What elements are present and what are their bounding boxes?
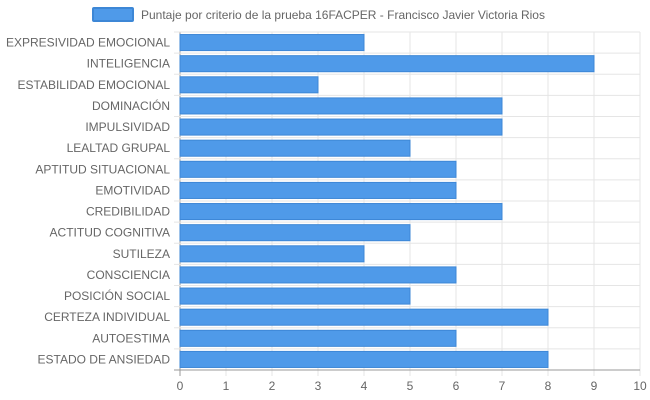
y-tick-label: ESTABILIDAD EMOCIONAL xyxy=(18,78,171,92)
bar-1[interactable] xyxy=(179,34,365,52)
x-tick-label: 0 xyxy=(177,379,184,393)
bar-15[interactable] xyxy=(179,329,457,347)
x-tick-label: 1 xyxy=(223,379,230,393)
x-tick-label: 8 xyxy=(545,379,552,393)
bar-9[interactable] xyxy=(179,203,503,221)
bar-6[interactable] xyxy=(179,139,411,157)
x-tick-label: 9 xyxy=(591,379,598,393)
x-tick-label: 2 xyxy=(269,379,276,393)
bar-12[interactable] xyxy=(179,266,457,284)
bars xyxy=(179,34,595,368)
x-tick-label: 7 xyxy=(499,379,506,393)
y-tick-label: CREDIBILIDAD xyxy=(86,205,170,219)
legend-swatch xyxy=(92,7,134,22)
bar-5[interactable] xyxy=(179,118,503,136)
y-tick-label: IMPULSIVIDAD xyxy=(85,120,170,134)
bar-11[interactable] xyxy=(179,245,365,263)
bar-4[interactable] xyxy=(179,97,503,115)
y-tick-label: POSICIÓN SOCIAL xyxy=(64,288,170,303)
y-tick-label: DOMINACIÓN xyxy=(92,98,170,113)
bar-14[interactable] xyxy=(179,308,549,326)
bar-8[interactable] xyxy=(179,181,457,199)
y-tick-label: SUTILEZA xyxy=(113,247,170,261)
bar-2[interactable] xyxy=(179,55,595,73)
bar-13[interactable] xyxy=(179,287,411,305)
y-tick-label: ACTITUD COGNITIVA xyxy=(50,226,170,240)
bar-7[interactable] xyxy=(179,160,457,178)
x-tick-label: 4 xyxy=(361,379,368,393)
y-tick-label: EXPRESIVIDAD EMOCIONAL xyxy=(6,36,170,50)
x-axis-labels: 0 1 2 3 4 5 6 7 8 9 10 xyxy=(177,379,647,393)
grid-lines xyxy=(174,31,641,376)
legend-label: Puntaje por criterio de la prueba 16FACP… xyxy=(141,8,545,22)
x-tick-label: 6 xyxy=(453,379,460,393)
bar-10[interactable] xyxy=(179,224,411,242)
x-tick-label: 5 xyxy=(407,379,414,393)
legend[interactable]: Puntaje por criterio de la prueba 16FACP… xyxy=(92,7,545,22)
bar-16[interactable] xyxy=(179,350,549,368)
y-tick-label: LEALTAD GRUPAL xyxy=(67,141,171,155)
bar-3[interactable] xyxy=(179,76,319,94)
y-tick-label: AUTOESTIMA xyxy=(92,331,170,345)
y-tick-label: CERTEZA INDIVIDUAL xyxy=(44,310,170,324)
y-tick-label: CONSCIENCIA xyxy=(87,268,170,282)
y-tick-label: ESTADO DE ANSIEDAD xyxy=(38,352,171,366)
y-tick-label: INTELIGENCIA xyxy=(87,57,170,71)
y-tick-label: APTITUD SITUACIONAL xyxy=(35,162,170,176)
y-axis-labels: EXPRESIVIDAD EMOCIONAL INTELIGENCIA ESTABI… xyxy=(6,36,170,367)
y-tick-label: EMOTIVIDAD xyxy=(95,183,170,197)
x-tick-label: 3 xyxy=(315,379,322,393)
x-tick-label: 10 xyxy=(633,379,647,393)
